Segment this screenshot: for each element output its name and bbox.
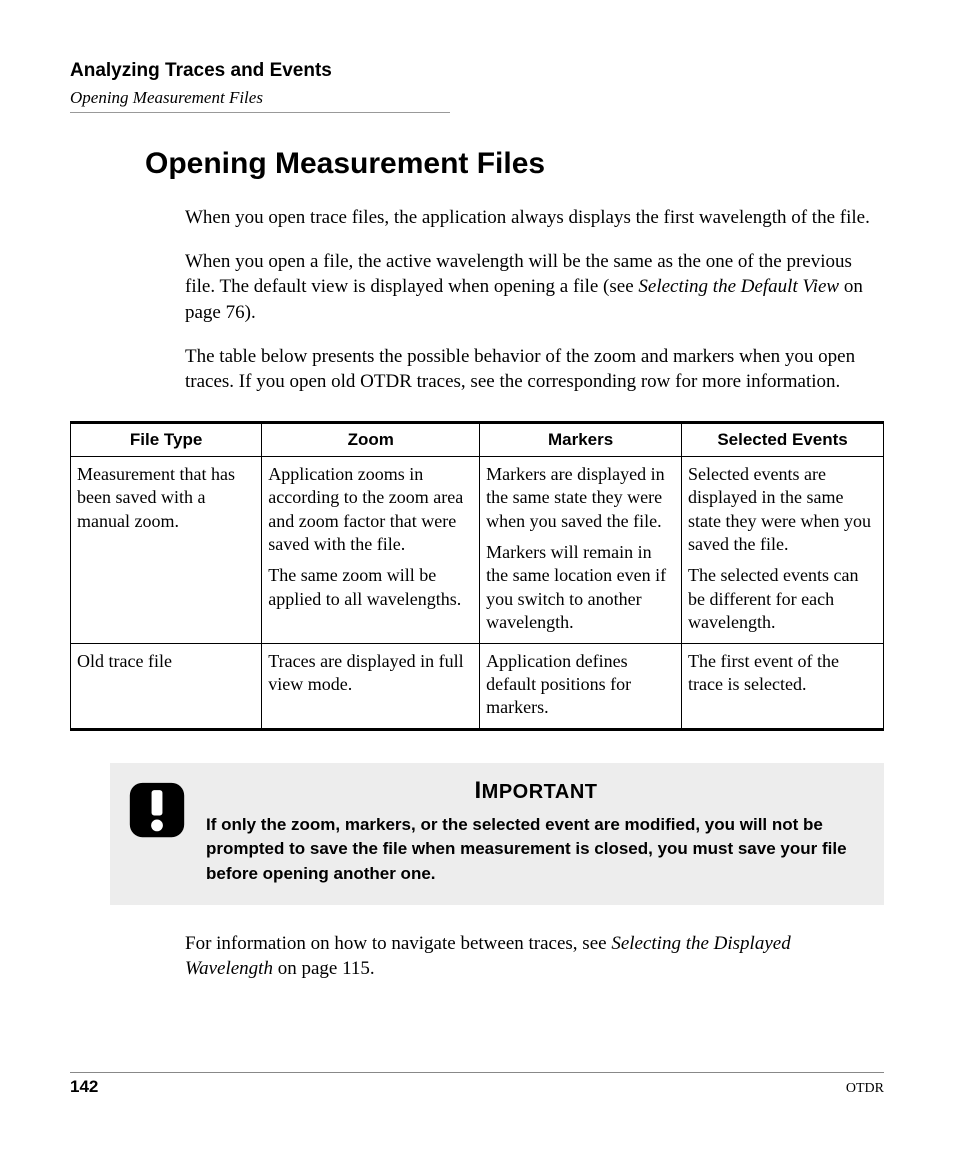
important-callout: IMPORTANT If only the zoom, markers, or … xyxy=(110,763,884,905)
cell-zoom: Application zooms in according to the zo… xyxy=(262,456,480,643)
cell-text: The first event of the trace is selected… xyxy=(688,650,877,697)
paragraph-3: The table below presents the possible be… xyxy=(185,344,874,395)
cell-text: The selected events can be different for… xyxy=(688,564,877,634)
cell-text: Application zooms in according to the zo… xyxy=(268,463,473,557)
paragraph-2-ref: Selecting the Default View xyxy=(638,276,839,297)
closing-paragraph: For information on how to navigate betwe… xyxy=(185,931,874,982)
page-number: 142 xyxy=(70,1077,98,1097)
cell-markers: Application defines default positions fo… xyxy=(480,643,682,729)
closing-text-a: For information on how to navigate betwe… xyxy=(185,933,611,954)
important-heading-first: I xyxy=(474,777,481,804)
header-rule xyxy=(70,112,450,113)
doc-label: OTDR xyxy=(846,1081,884,1097)
col-header-markers: Markers xyxy=(480,422,682,456)
cell-selected-events: The first event of the trace is selected… xyxy=(682,643,884,729)
important-text: If only the zoom, markers, or the select… xyxy=(206,813,866,887)
closing-text-b: on page 115. xyxy=(273,958,375,979)
table-row: Old trace file Traces are displayed in f… xyxy=(71,643,884,729)
important-content: IMPORTANT If only the zoom, markers, or … xyxy=(206,777,866,887)
paragraph-2: When you open a file, the active wavelen… xyxy=(185,249,874,326)
cell-text: Measurement that has been saved with a m… xyxy=(77,463,255,533)
closing-paragraph-block: For information on how to navigate betwe… xyxy=(185,931,874,982)
chapter-subtitle: Opening Measurement Files xyxy=(70,88,884,108)
table-row: Measurement that has been saved with a m… xyxy=(71,456,884,643)
cell-file-type: Old trace file xyxy=(71,643,262,729)
important-icon xyxy=(128,781,186,839)
cell-file-type: Measurement that has been saved with a m… xyxy=(71,456,262,643)
cell-text: Markers will remain in the same location… xyxy=(486,541,675,635)
section-heading: Opening Measurement Files xyxy=(145,147,884,181)
table-header-row: File Type Zoom Markers Selected Events xyxy=(71,422,884,456)
paragraph-1: When you open trace files, the applicati… xyxy=(185,205,874,231)
cell-markers: Markers are displayed in the same state … xyxy=(480,456,682,643)
cell-text: Markers are displayed in the same state … xyxy=(486,463,675,533)
cell-text: Traces are displayed in full view mode. xyxy=(268,650,473,697)
important-heading: IMPORTANT xyxy=(206,777,866,805)
col-header-zoom: Zoom xyxy=(262,422,480,456)
body-content: When you open trace files, the applicati… xyxy=(185,205,874,395)
page-footer: 142 OTDR xyxy=(70,1072,884,1097)
cell-zoom: Traces are displayed in full view mode. xyxy=(262,643,480,729)
col-header-selected-events: Selected Events xyxy=(682,422,884,456)
behavior-table: File Type Zoom Markers Selected Events M… xyxy=(70,421,884,731)
cell-text: Old trace file xyxy=(77,650,255,673)
cell-text: The same zoom will be applied to all wav… xyxy=(268,564,473,611)
chapter-title: Analyzing Traces and Events xyxy=(70,60,884,82)
col-header-file-type: File Type xyxy=(71,422,262,456)
cell-text: Selected events are displayed in the sam… xyxy=(688,463,877,557)
cell-text: Application defines default positions fo… xyxy=(486,650,675,720)
cell-selected-events: Selected events are displayed in the sam… xyxy=(682,456,884,643)
important-heading-rest: MPORTANT xyxy=(482,781,598,803)
